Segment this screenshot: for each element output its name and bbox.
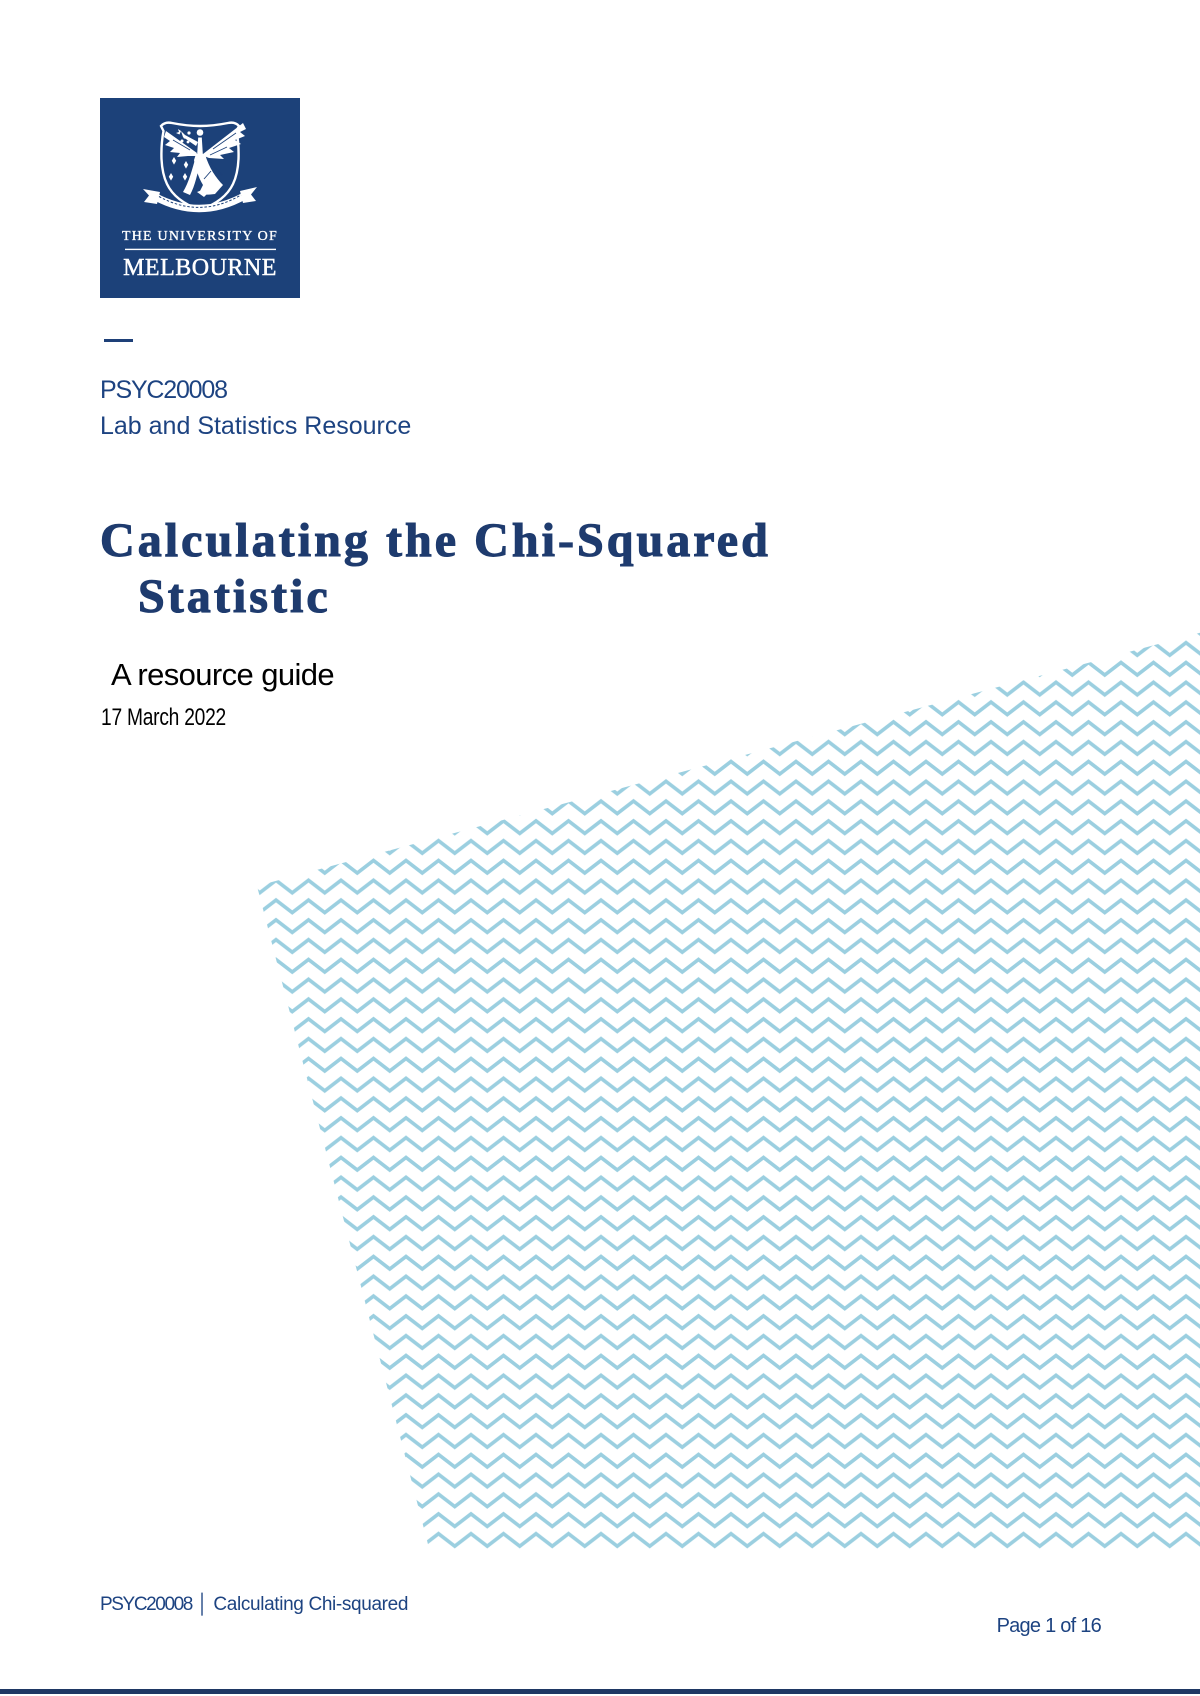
svg-text:THE UNIVERSITY OF: THE UNIVERSITY OF [122,229,278,244]
svg-text:MELBOURNE: MELBOURNE [123,255,277,281]
